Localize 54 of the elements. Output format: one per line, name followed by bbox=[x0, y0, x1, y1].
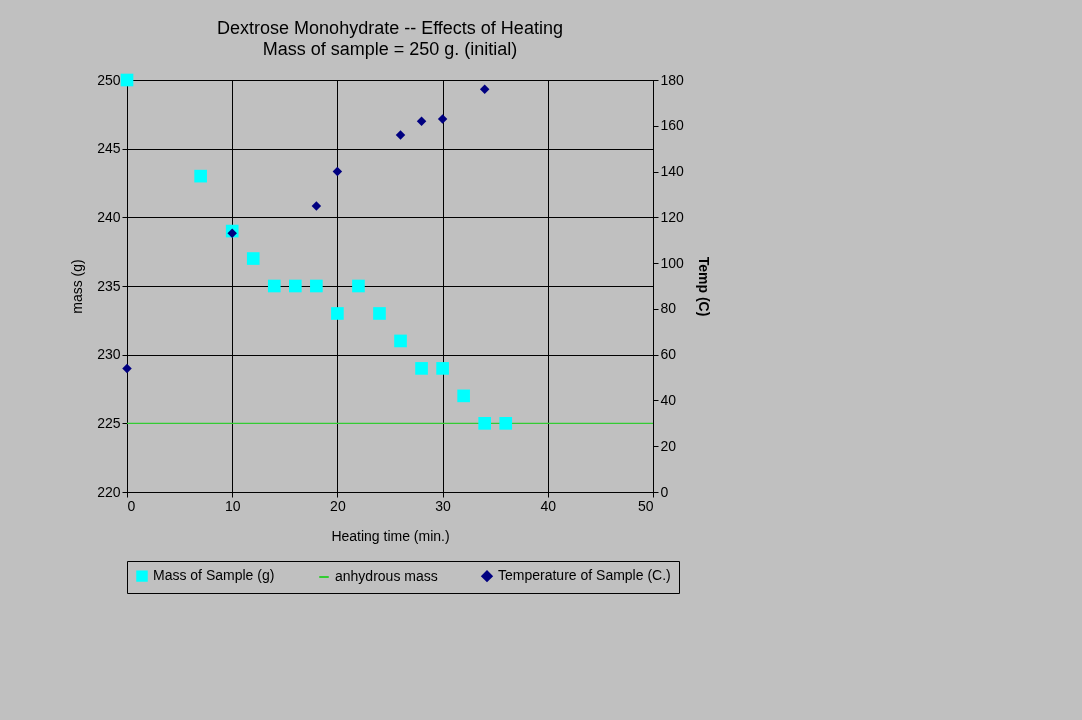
point bbox=[310, 279, 323, 293]
y2-tick-label: 180 bbox=[660, 71, 685, 88]
y-tick-label: 230 bbox=[97, 346, 121, 363]
point bbox=[267, 279, 281, 293]
x-tick-label: 0 bbox=[127, 497, 136, 514]
y-axis-title: mass (g) bbox=[69, 259, 86, 314]
point bbox=[416, 116, 427, 126]
point bbox=[437, 114, 448, 124]
point bbox=[499, 417, 513, 430]
y2-tick-label: 60 bbox=[660, 346, 677, 363]
y2-tick-label: 20 bbox=[660, 437, 677, 454]
y-tick-label: 240 bbox=[97, 208, 121, 225]
point bbox=[415, 362, 428, 375]
y2-tick-label: 100 bbox=[660, 254, 685, 271]
chart-subtitle: Mass of sample = 250 g. (initial) bbox=[262, 39, 518, 59]
point bbox=[331, 307, 344, 320]
y2-tick-label: 0 bbox=[660, 483, 669, 500]
y2-tick-label: 80 bbox=[660, 300, 677, 317]
legend-label: anhydrous mass bbox=[335, 568, 438, 584]
point bbox=[457, 389, 470, 403]
y2-tick-label: 40 bbox=[660, 391, 677, 408]
chart-title: Dextrose Monohydrate -- Effects of Heating bbox=[217, 18, 563, 38]
y2-tick-label: 160 bbox=[660, 117, 685, 134]
y-tick-label: 250 bbox=[97, 71, 121, 88]
point bbox=[373, 307, 386, 320]
y-tick-label: 225 bbox=[97, 414, 121, 431]
legend-label: Mass of Sample (g) bbox=[153, 567, 275, 584]
y-tick-label: 245 bbox=[97, 140, 121, 157]
point bbox=[479, 84, 490, 94]
legend-label: Temperature of Sample (C.) bbox=[498, 567, 671, 584]
x-tick-label: 40 bbox=[540, 497, 557, 514]
point bbox=[478, 417, 491, 430]
x-tick-label: 30 bbox=[435, 497, 452, 514]
point bbox=[194, 169, 207, 183]
point bbox=[289, 279, 302, 293]
y2-tick-label: 140 bbox=[660, 163, 685, 180]
y2-tick-label: 120 bbox=[660, 208, 685, 225]
point bbox=[394, 334, 407, 348]
point bbox=[395, 130, 406, 140]
point bbox=[246, 252, 260, 265]
point bbox=[120, 73, 134, 87]
y-tick-label: 220 bbox=[97, 483, 121, 500]
point bbox=[436, 362, 449, 375]
point bbox=[352, 279, 365, 293]
point bbox=[227, 228, 237, 239]
x-tick-label: 50 bbox=[637, 497, 654, 514]
point bbox=[332, 166, 343, 177]
point bbox=[311, 201, 322, 211]
point bbox=[122, 363, 132, 374]
y2-axis-title: Temp (C) bbox=[695, 256, 712, 317]
y-tick-label: 235 bbox=[97, 277, 121, 294]
x-tick-label: 20 bbox=[330, 497, 346, 514]
x-axis-title: Heating time (min.) bbox=[331, 527, 450, 544]
x-tick-label: 10 bbox=[224, 497, 241, 514]
